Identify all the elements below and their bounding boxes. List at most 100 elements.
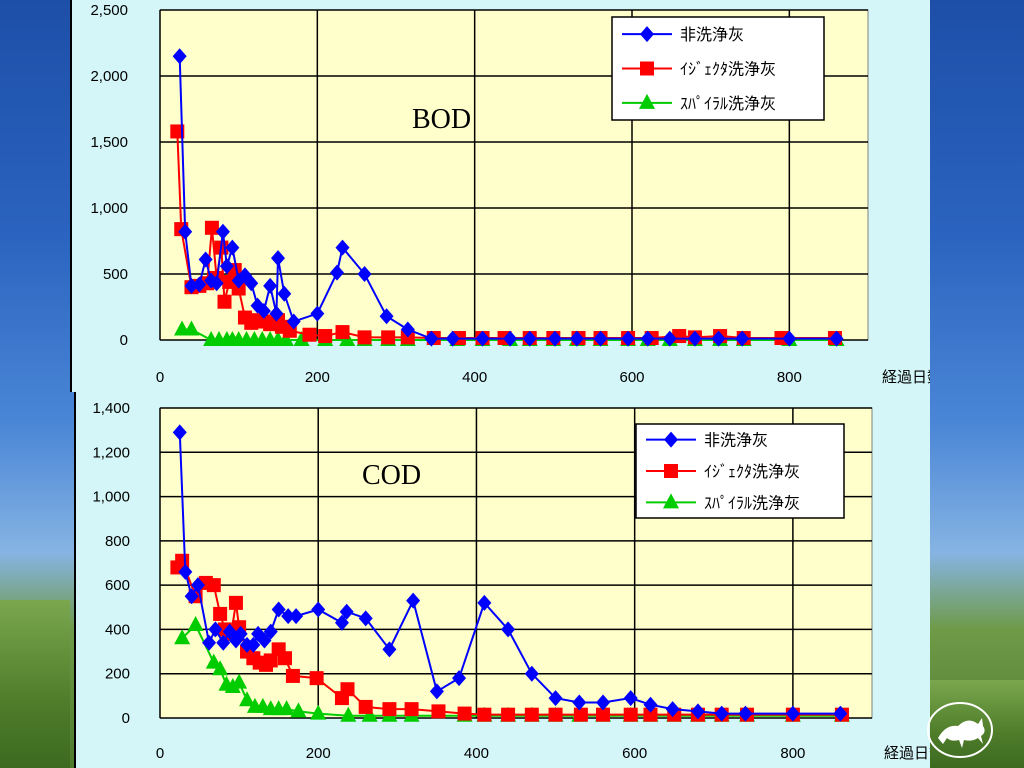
y-tick-label: 1,400 <box>92 400 130 417</box>
data-point <box>330 264 344 281</box>
data-point <box>335 239 350 256</box>
x-tick-label: 400 <box>464 745 489 762</box>
data-point <box>285 668 300 683</box>
data-point <box>621 330 636 347</box>
data-point <box>311 601 326 618</box>
data-point <box>293 331 310 346</box>
data-point <box>357 330 372 345</box>
data-point <box>477 707 492 722</box>
legend-marker <box>664 431 678 448</box>
data-point <box>358 610 373 627</box>
series-diamond <box>172 48 844 347</box>
data-point <box>569 330 584 347</box>
data-point <box>596 694 611 711</box>
data-point <box>379 308 394 325</box>
data-point <box>174 629 191 645</box>
y-tick-label: 0 <box>122 710 130 727</box>
legend-label: 非洗浄灰 <box>680 25 744 44</box>
data-point <box>183 320 200 336</box>
data-point <box>310 704 327 720</box>
data-point <box>278 700 295 716</box>
data-point <box>244 275 259 292</box>
x-tick-label: 600 <box>619 369 644 386</box>
data-point <box>400 321 415 338</box>
data-point <box>548 707 563 722</box>
data-point <box>286 313 301 330</box>
higuchi-logo <box>922 696 998 760</box>
series-line <box>178 432 841 715</box>
data-point <box>503 330 518 347</box>
data-point <box>271 250 285 267</box>
data-point <box>424 330 439 347</box>
data-point <box>178 223 193 240</box>
y-tick-label: 0 <box>120 332 128 349</box>
data-point <box>170 124 185 139</box>
data-point <box>640 330 655 347</box>
data-point <box>475 330 490 347</box>
y-tick-label: 500 <box>103 266 128 283</box>
x-tick-label: 200 <box>306 745 331 762</box>
x-tick-label: 0 <box>156 745 164 762</box>
data-point <box>662 330 677 347</box>
data-point <box>596 707 611 722</box>
cod-chart: 0 200 400 600 800 1,000 1,200 1,400 0 200 400 600 80… <box>92 400 930 762</box>
y-tick-label: 1,000 <box>92 489 130 506</box>
data-point <box>623 707 638 722</box>
data-point <box>231 673 248 689</box>
data-point <box>522 330 537 347</box>
x-axis-title: 経過日数 <box>884 745 930 762</box>
data-point <box>357 266 372 282</box>
data-point <box>524 665 539 682</box>
data-point <box>225 239 240 256</box>
data-point <box>277 285 292 302</box>
data-point <box>833 705 848 722</box>
data-point <box>256 302 271 319</box>
legend-label: ｽﾊﾟｲﾗﾙ洗浄灰 <box>704 493 800 512</box>
data-point <box>204 220 219 235</box>
data-point <box>572 694 587 711</box>
legend-marker <box>640 61 654 76</box>
data-point <box>208 621 223 638</box>
data-point <box>334 614 349 631</box>
data-point <box>233 625 248 642</box>
y-tick-label: 1,500 <box>90 134 128 151</box>
chart-title: BOD <box>412 104 471 135</box>
data-point <box>217 294 232 309</box>
y-tick-label: 600 <box>105 577 130 594</box>
data-point <box>714 705 729 722</box>
data-point <box>289 608 304 625</box>
x-tick-label: 400 <box>462 369 487 386</box>
x-tick-label: 0 <box>156 369 164 386</box>
chart-title: COD <box>362 460 421 491</box>
legend: 非洗浄灰 ｲｼﾞｪｸﾀ洗浄灰 ｽﾊﾟｲﾗﾙ洗浄灰 <box>611 16 825 121</box>
data-point <box>501 707 516 722</box>
data-point <box>216 634 231 651</box>
series-diamond <box>172 424 848 722</box>
data-point <box>269 305 284 322</box>
data-point <box>547 330 562 347</box>
data-point <box>643 707 658 722</box>
data-point <box>178 563 193 580</box>
data-point <box>452 670 467 687</box>
data-point <box>309 671 324 686</box>
data-point <box>228 595 243 610</box>
data-point <box>251 625 266 642</box>
data-point <box>190 577 205 594</box>
data-point <box>202 634 217 651</box>
y-tick-label: 400 <box>105 621 130 638</box>
data-point <box>239 691 256 707</box>
data-point <box>277 651 292 666</box>
legend-marker <box>640 26 654 43</box>
data-point <box>477 594 492 611</box>
data-point <box>246 636 261 653</box>
data-point <box>206 578 221 593</box>
x-tick-label: 800 <box>777 369 802 386</box>
data-point <box>209 275 224 292</box>
data-point <box>340 706 357 722</box>
data-point <box>263 623 278 640</box>
data-point <box>358 699 373 714</box>
data-point <box>198 251 213 268</box>
y-tick-label: 2,500 <box>90 2 128 19</box>
y-tick-label: 200 <box>105 666 130 683</box>
data-point <box>548 690 563 707</box>
